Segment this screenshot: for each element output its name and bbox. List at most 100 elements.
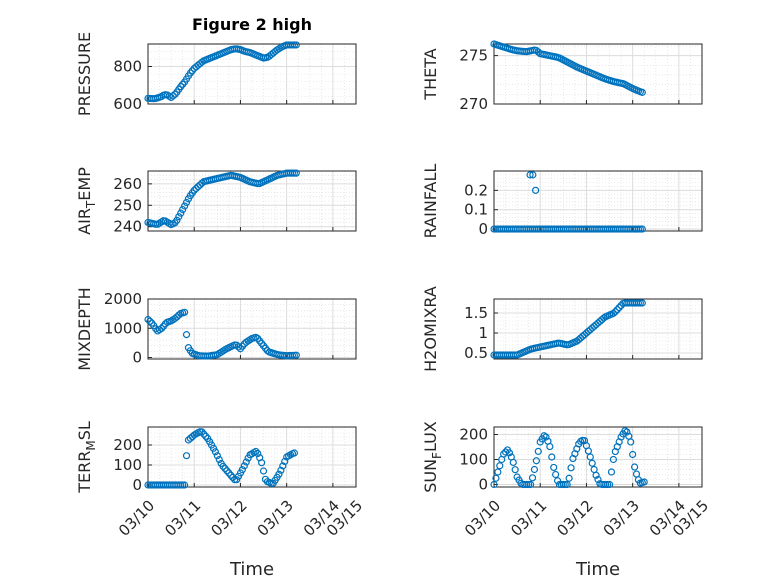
y-axis-label: H2OMIXRA (421, 286, 440, 372)
data-point (607, 468, 616, 476)
data-point (534, 447, 542, 455)
data-point (252, 447, 260, 456)
y-tick-label: 0 (132, 349, 142, 367)
y-tick-label: 200 (459, 426, 488, 444)
data-point (632, 470, 641, 478)
data-point (609, 455, 618, 464)
data-point (144, 315, 152, 324)
data-point (198, 58, 206, 66)
data-point (496, 462, 504, 470)
axes-box (147, 170, 357, 232)
data-point (169, 92, 177, 100)
data-point (215, 455, 223, 464)
axes-box (493, 298, 703, 360)
data-point (592, 471, 600, 479)
axes-box (147, 43, 357, 105)
data-point (611, 308, 619, 316)
data-point (530, 465, 539, 474)
data-point (563, 480, 571, 489)
y-tick-label: 260 (113, 175, 142, 193)
x-tick-label: 03/10 (115, 497, 158, 540)
data-point (638, 299, 646, 307)
data-point (605, 480, 614, 489)
data-point (180, 481, 189, 489)
y-axis-label: MIXDEPTH (75, 287, 94, 370)
y-tick-label: 1 (478, 324, 488, 342)
data-point (588, 459, 596, 467)
data-point (238, 466, 246, 474)
data-point (630, 463, 639, 471)
data-point (180, 308, 189, 316)
data-point (292, 41, 300, 49)
x-axis-label: Time (229, 559, 274, 580)
x-tick-label: 03/11 (507, 497, 550, 540)
data-point (526, 171, 534, 179)
data-point (227, 471, 235, 479)
data-point (146, 317, 154, 325)
data-point (505, 449, 514, 457)
data-point (509, 458, 517, 467)
y-label-part: LUX (421, 421, 440, 452)
y-tick-label: 1000 (104, 319, 142, 337)
data-point (182, 198, 191, 207)
data-point (179, 205, 187, 214)
y-label-sub: F (430, 452, 444, 459)
data-point (627, 438, 635, 446)
y-tick-label: 100 (113, 456, 142, 474)
data-point (175, 213, 183, 221)
data-point (182, 331, 191, 339)
data-point (638, 225, 646, 233)
data-point (175, 311, 183, 319)
data-point (615, 303, 623, 312)
data-point (279, 462, 287, 470)
y-tick-label: 200 (113, 436, 142, 454)
data-point (526, 480, 535, 489)
data-point (281, 457, 289, 466)
data-point (613, 306, 621, 314)
data-point (629, 450, 637, 459)
y-label-part: EMP (75, 167, 94, 201)
x-tick-label: 03/11 (161, 497, 204, 540)
data-point (586, 453, 594, 461)
data-point (173, 216, 181, 224)
data-point (225, 469, 233, 477)
y-tick-label: 270 (459, 95, 488, 113)
axes-4: 0 1000 2000 MIXDEPTH (75, 287, 357, 371)
axes-box (493, 426, 703, 488)
data-point (221, 464, 229, 473)
axes-5: 0.5 1 1.5 H2OMIXRA (421, 286, 703, 372)
y-tick-label: 0.2 (464, 181, 488, 199)
y-tick-label: 1.5 (464, 304, 488, 322)
y-tick-label: 0 (478, 220, 488, 238)
y-label-sub: M (84, 440, 98, 450)
axes-0: 600 800 PRESSURE Figure 2 high (75, 15, 357, 116)
y-tick-label: 800 (113, 58, 142, 76)
data-point (492, 474, 500, 482)
data-point (200, 430, 208, 438)
data-point (290, 449, 298, 457)
data-point (609, 309, 618, 317)
data-point (553, 477, 562, 485)
data-point (546, 442, 554, 451)
axes-1: 270 275 THETA (421, 40, 703, 113)
data-point (529, 171, 537, 179)
y-axis-label: PRESSURE (75, 32, 94, 116)
data-point (277, 466, 285, 474)
y-tick-label: 275 (459, 47, 488, 65)
data-point (490, 480, 498, 489)
data-point (209, 444, 218, 452)
data-point (532, 457, 540, 465)
data-point (240, 462, 248, 470)
axes-box (147, 298, 357, 360)
data-point (157, 324, 166, 333)
data-point (198, 179, 206, 187)
y-tick-label: 100 (459, 451, 488, 469)
data-point (567, 464, 575, 472)
data-point (254, 449, 262, 458)
y-axis-label: AIRTEMP (75, 167, 98, 235)
y-tick-label: 0.1 (464, 201, 488, 219)
data-point (275, 470, 283, 478)
